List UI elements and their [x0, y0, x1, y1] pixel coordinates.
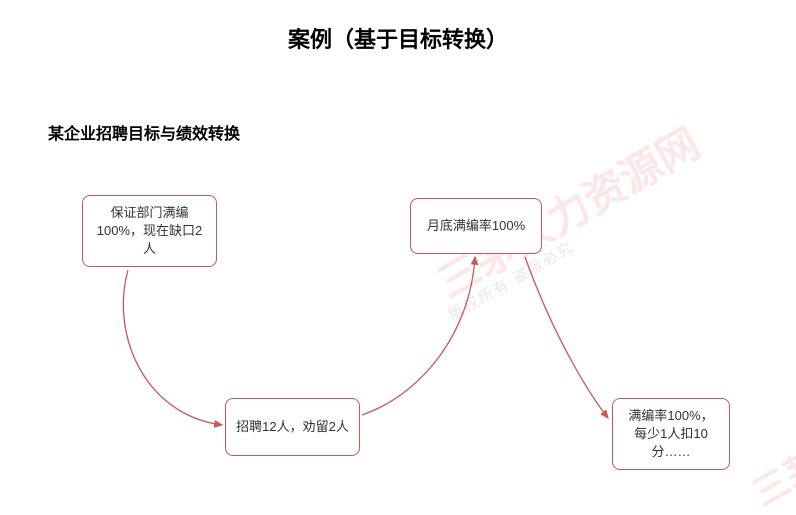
flow-node-3: 月底满编率100% [410, 198, 542, 254]
edge-3 [525, 257, 608, 418]
flow-node-2: 招聘12人，劝留2人 [225, 398, 360, 456]
edge-2 [362, 257, 475, 415]
edge-1 [123, 270, 222, 425]
page-subtitle: 某企业招聘目标与绩效转换 [48, 120, 240, 144]
flow-node-1: 保证部门满编100%，现在缺口2人 [82, 195, 217, 267]
flow-node-4: 满编率100%，每少1人扣10分…… [612, 398, 730, 470]
page-title: 案例（基于目标转换） [0, 22, 796, 54]
watermark-main-2: 三茅 [742, 435, 796, 515]
